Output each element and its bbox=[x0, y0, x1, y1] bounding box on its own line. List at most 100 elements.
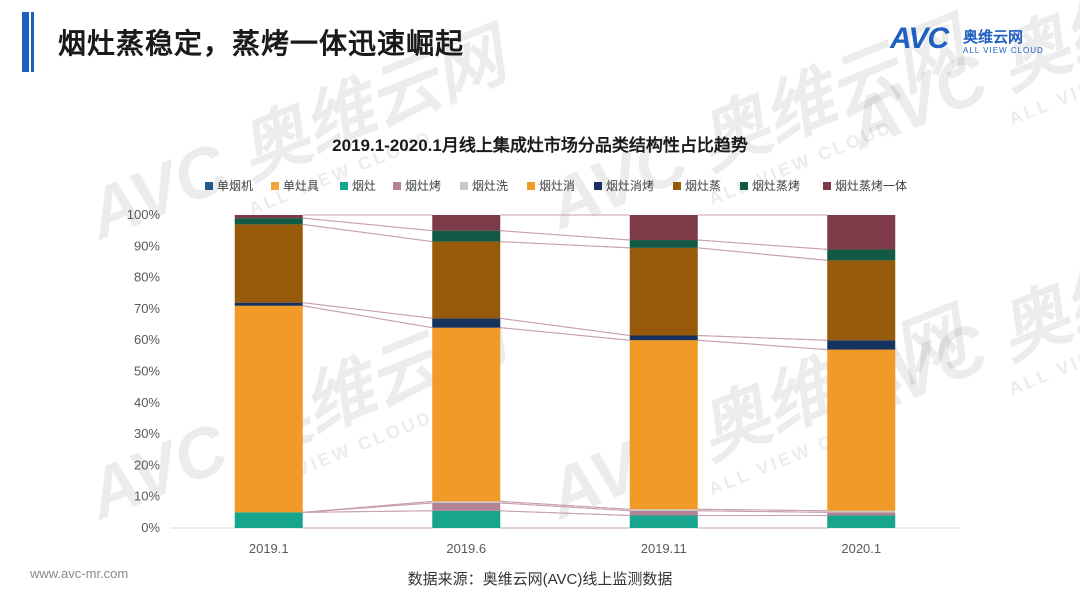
legend-label: 烟灶洗 bbox=[472, 179, 508, 193]
y-tick-label: 70% bbox=[134, 301, 160, 316]
bar-segment-烟灶蒸-2020.1 bbox=[827, 260, 896, 341]
series-line-bottom-烟灶消烤 bbox=[500, 327, 630, 341]
legend-swatch bbox=[673, 182, 681, 190]
y-tick-label: 50% bbox=[134, 364, 160, 379]
series-line-bottom-烟灶消 bbox=[697, 508, 828, 512]
legend-label: 烟灶蒸 bbox=[685, 179, 721, 193]
x-tick-label: 2019.1 bbox=[249, 541, 289, 556]
legend-item-2: 烟灶 bbox=[340, 179, 376, 193]
bar-segment-烟灶蒸-2019.11 bbox=[629, 247, 698, 336]
bar-segment-烟灶-2019.1 bbox=[234, 512, 303, 528]
bar-segment-烟灶洗-2019.11 bbox=[629, 509, 698, 511]
bar-segment-烟灶-2019.11 bbox=[629, 515, 698, 528]
legend-swatch bbox=[460, 182, 468, 190]
chart-title: 2019.1-2020.1月线上集成灶市场分品类结构性占比趋势 bbox=[332, 135, 748, 155]
y-tick-label: 0% bbox=[141, 520, 160, 535]
legend-item-6: 烟灶消烤 bbox=[594, 178, 654, 193]
series-line-bottom-烟灶蒸烤一体 bbox=[500, 230, 630, 241]
logo-wordmark: AVC bbox=[890, 22, 949, 55]
series-line-bottom-烟灶烤 bbox=[500, 510, 630, 516]
series-line-bottom-烟灶洗 bbox=[697, 510, 828, 513]
y-tick-label: 10% bbox=[134, 489, 160, 504]
logo-tagline: ALL VIEW CLOUD bbox=[963, 46, 1044, 55]
bar-segment-烟灶蒸烤-2019.1 bbox=[234, 218, 303, 225]
series-line-bottom-烟灶蒸烤一体 bbox=[302, 217, 433, 232]
series-line-bottom-烟灶消 bbox=[302, 500, 433, 513]
legend-swatch bbox=[740, 182, 748, 190]
title-accent-bar-thin bbox=[31, 12, 34, 72]
y-tick-label: 40% bbox=[134, 395, 160, 410]
legend-swatch bbox=[205, 182, 213, 190]
bar-segment-烟灶蒸烤-2019.11 bbox=[629, 240, 698, 248]
legend-label: 烟灶蒸烤一体 bbox=[835, 178, 907, 193]
legend-swatch bbox=[340, 182, 348, 190]
bar-segment-烟灶蒸烤一体-2019.1 bbox=[234, 215, 303, 219]
legend-swatch bbox=[393, 182, 401, 190]
logo-chinese-name: 奥维云网 bbox=[963, 29, 1024, 46]
bar-segment-烟灶消烤-2020.1 bbox=[827, 340, 896, 350]
y-tick-label: 80% bbox=[134, 270, 160, 285]
legend-label: 烟灶蒸烤 bbox=[752, 178, 800, 193]
x-tick-label: 2019.6 bbox=[446, 541, 486, 556]
y-tick-label: 100% bbox=[127, 207, 161, 222]
bar-segment-烟灶消-2019.6 bbox=[432, 327, 501, 502]
legend-item-5: 烟灶消 bbox=[527, 179, 575, 193]
bar-segment-烟灶蒸烤一体-2019.11 bbox=[629, 215, 698, 241]
bar-segment-烟灶蒸-2019.6 bbox=[432, 241, 501, 319]
bar-segment-烟灶烤-2020.1 bbox=[827, 512, 896, 516]
footer-url: www.avc-mr.com bbox=[30, 566, 129, 581]
bar-segment-烟灶消-2019.11 bbox=[629, 340, 698, 510]
bar-segment-烟灶-2020.1 bbox=[827, 515, 896, 528]
legend-label: 烟灶消烤 bbox=[606, 178, 654, 193]
bar-segment-烟灶蒸烤-2019.6 bbox=[432, 230, 501, 242]
x-tick-label: 2020.1 bbox=[841, 541, 881, 556]
series-line-bottom-烟灶消烤 bbox=[302, 305, 433, 329]
series-line-bottom-烟灶蒸烤 bbox=[697, 247, 828, 261]
bar-segment-烟灶蒸烤一体-2019.6 bbox=[432, 215, 501, 231]
legend-item-7: 烟灶蒸 bbox=[673, 179, 721, 193]
bar-segment-烟灶洗-2020.1 bbox=[827, 510, 896, 513]
bar-segment-烟灶蒸烤一体-2020.1 bbox=[827, 215, 896, 250]
x-tick-label: 2019.11 bbox=[641, 541, 687, 556]
legend-swatch bbox=[594, 182, 602, 190]
bar-segment-烟灶消烤-2019.1 bbox=[234, 302, 303, 306]
bar-segment-烟灶消烤-2019.6 bbox=[432, 318, 501, 328]
data-source-note: 数据来源：奥维云网(AVC)线上监测数据 bbox=[407, 571, 673, 588]
bar-segment-烟灶蒸-2019.1 bbox=[234, 224, 303, 303]
series-line-bottom-烟灶蒸 bbox=[302, 302, 433, 319]
y-tick-label: 90% bbox=[134, 238, 160, 253]
series-line-bottom-烟灶蒸 bbox=[500, 317, 630, 337]
bar-segment-烟灶烤-2019.6 bbox=[432, 502, 501, 511]
bar-segment-烟灶消烤-2019.11 bbox=[629, 335, 698, 341]
bar-segment-烟灶蒸烤-2020.1 bbox=[827, 249, 896, 261]
series-line-bottom-烟灶蒸烤 bbox=[302, 223, 433, 243]
series-line-bottom-烟灶蒸烤 bbox=[500, 241, 630, 249]
page-title: 烟灶蒸稳定，蒸烤一体迅速崛起 bbox=[58, 28, 465, 59]
legend-swatch bbox=[823, 182, 831, 190]
bar-segment-烟灶消-2019.1 bbox=[234, 305, 303, 513]
bar-segment-烟灶消-2020.1 bbox=[827, 349, 896, 511]
bar-segment-烟灶-2019.6 bbox=[432, 510, 501, 528]
legend-item-9: 烟灶蒸烤一体 bbox=[823, 178, 907, 193]
title-accent-bar bbox=[22, 12, 29, 72]
series-line-bottom-烟灶烤 bbox=[302, 510, 433, 513]
bar-segment-烟灶烤-2019.11 bbox=[629, 510, 698, 516]
series-line-bottom-烟灶消烤 bbox=[697, 339, 828, 351]
series-line-bottom-烟灶消 bbox=[500, 500, 630, 510]
series-line-bottom-烟灶洗 bbox=[500, 502, 630, 512]
legend-item-4: 烟灶洗 bbox=[460, 179, 508, 193]
series-line-bottom-烟灶蒸烤一体 bbox=[697, 239, 828, 250]
y-tick-label: 20% bbox=[134, 457, 160, 472]
legend-swatch bbox=[527, 182, 535, 190]
avc-logo: AVC 奥维云网 ALL VIEW CLOUD bbox=[890, 22, 1060, 62]
legend-swatch bbox=[271, 182, 279, 190]
legend-item-3: 烟灶烤 bbox=[393, 178, 441, 193]
bar-segment-烟灶洗-2019.6 bbox=[432, 501, 501, 503]
y-tick-label: 30% bbox=[134, 426, 160, 441]
legend-label: 单灶具 bbox=[283, 179, 319, 193]
legend-item-0: 单烟机 bbox=[205, 179, 253, 193]
series-line-bottom-烟灶蒸 bbox=[697, 335, 828, 341]
legend-label: 烟灶消 bbox=[539, 179, 575, 193]
